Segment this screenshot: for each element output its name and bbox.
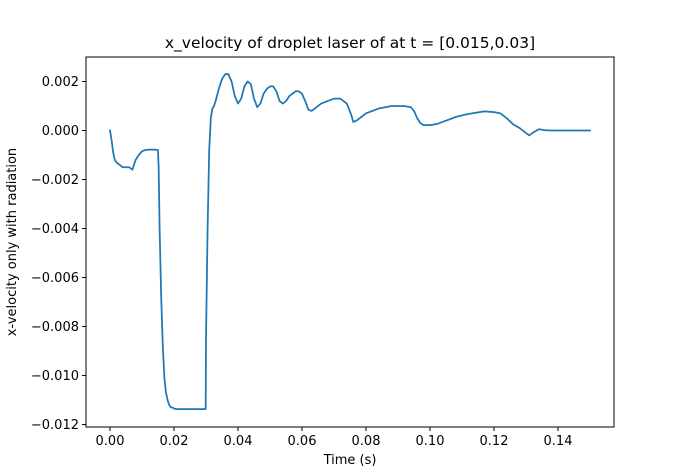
y-tick-label: −0.002 [31, 173, 79, 188]
y-axis-label: x-velocity only with radiation [5, 148, 20, 336]
y-tick-label: −0.008 [31, 320, 79, 335]
y-tick-label: −0.004 [31, 222, 79, 237]
y-tick-label: −0.012 [31, 418, 79, 433]
y-tick-label: 0.000 [42, 124, 79, 139]
axes-background [86, 57, 614, 427]
x-axis: 0.00 0.02 0.04 0.06 0.08 0.10 0.12 0.14 [96, 427, 573, 449]
y-tick-label: −0.010 [31, 369, 79, 384]
x-tick-label: 0.14 [544, 434, 573, 449]
x-tick-label: 0.10 [416, 434, 445, 449]
x-axis-label: Time (s) [323, 453, 377, 468]
y-tick-label: 0.002 [42, 75, 79, 90]
x-tick-label: 0.00 [96, 434, 125, 449]
y-tick-label: −0.006 [31, 271, 79, 286]
chart-title: x_velocity of droplet laser of at t = [0… [165, 34, 535, 53]
x-tick-label: 0.06 [288, 434, 317, 449]
series-layer [108, 73, 591, 410]
x-tick-label: 0.02 [160, 434, 189, 449]
x-tick-label: 0.08 [352, 434, 381, 449]
series-line [108, 73, 591, 410]
x-tick-label: 0.12 [480, 434, 509, 449]
axes-frame [85, 56, 615, 428]
y-axis: 0.002 0.000 −0.002 −0.004 −0.006 −0.008 −0.010… [31, 75, 86, 433]
x-tick-label: 0.04 [224, 434, 253, 449]
plot-area [85, 56, 615, 428]
